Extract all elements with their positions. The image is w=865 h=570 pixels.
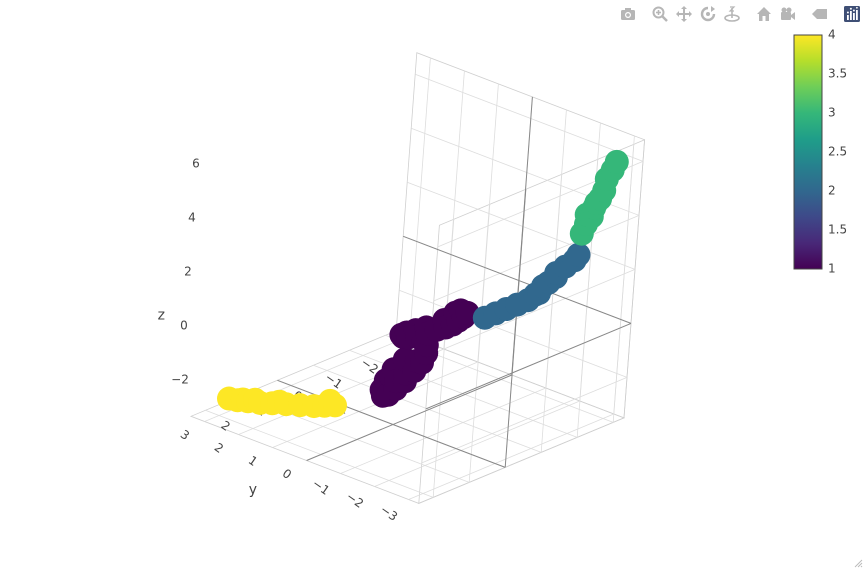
orbit-rotation-icon	[700, 6, 716, 22]
pan-button[interactable]	[673, 4, 695, 24]
orbit-rotation-button[interactable]	[697, 4, 719, 24]
grid-lines	[204, 57, 644, 500]
pan-icon	[676, 6, 692, 22]
y-tick-label: −1	[310, 476, 333, 498]
zero-line-y	[306, 374, 512, 461]
z-tick-label: 6	[192, 156, 200, 170]
colorbar-tick-label: 2.5	[828, 145, 847, 159]
colorbar: 1 1.5 2 2.5 3 3.5 4	[793, 28, 847, 276]
z-tick-label: −2	[171, 372, 189, 386]
grid-line-y	[340, 387, 546, 474]
zero-line-z	[403, 235, 632, 324]
colorbar-tick-label: 3.5	[828, 67, 847, 81]
grid-line-z	[433, 215, 640, 302]
grid-line-y	[443, 70, 465, 350]
colorbar-tick-label: 1	[828, 262, 836, 276]
resize-grip-icon[interactable]	[853, 558, 863, 568]
colorbar-tick-label: 1.5	[828, 223, 847, 237]
hover-icon	[812, 9, 827, 19]
camera-button[interactable]	[617, 4, 639, 24]
grid-line-z	[415, 73, 644, 162]
data-point-series-3[interactable]	[604, 149, 629, 174]
y-tick-label: 0	[280, 466, 294, 482]
y-tick-label: 3	[178, 427, 192, 443]
y-tick-label: 2	[212, 440, 226, 456]
grid-line-z	[421, 377, 628, 464]
grid-line-x	[313, 364, 542, 453]
x-tick-label: −1	[322, 370, 345, 392]
camera-icon	[621, 8, 635, 20]
camera-view-icon	[781, 7, 795, 20]
grid-line-z	[429, 269, 636, 356]
grid-line-y	[374, 400, 580, 487]
zoom-icon	[652, 6, 668, 22]
z-tick-label: 0	[180, 318, 188, 332]
z-tick-label: 2	[184, 264, 192, 278]
y-tick-label: 1	[246, 453, 260, 469]
grid-line-z	[399, 289, 628, 378]
grid-line-y	[408, 413, 614, 500]
axis-planes	[189, 52, 646, 505]
grid-line-y	[613, 135, 635, 415]
modebar	[615, 4, 863, 24]
turntable-rotation-button[interactable]	[721, 4, 743, 24]
grid-line-y	[579, 122, 601, 402]
colorbar-tick-label: 4	[828, 28, 836, 42]
home-button[interactable]	[753, 4, 775, 24]
z-tick-label: 4	[188, 210, 196, 224]
y-axis-title: y	[249, 482, 257, 498]
plotly-logo-icon	[844, 6, 860, 22]
colorbar-gradient	[793, 34, 823, 270]
axis-plane	[189, 330, 626, 504]
plotly-logo-button[interactable]	[841, 4, 863, 24]
data-point-series-2[interactable]	[566, 242, 591, 267]
hover-button[interactable]	[809, 4, 831, 24]
zero-line-z	[425, 322, 632, 410]
grid-line-y	[409, 57, 431, 337]
colorbar-tick-label: 3	[828, 106, 836, 120]
grid-line-y	[545, 109, 567, 389]
y-tick-label: −3	[378, 502, 401, 524]
camera-view-button[interactable]	[777, 4, 799, 24]
grid-line-z	[407, 181, 636, 270]
zoom-button[interactable]	[649, 4, 671, 24]
turntable-rotation-icon	[724, 6, 740, 22]
data-markers[interactable]	[217, 149, 629, 419]
zero-line-y	[511, 96, 533, 376]
grid-line-x	[205, 409, 434, 498]
y-tick-label: −2	[344, 489, 367, 511]
home-icon	[757, 7, 771, 21]
z-axis-title: z	[158, 307, 165, 323]
data-point-series-4[interactable]	[323, 393, 347, 418]
colorbar-tick-label: 2	[828, 184, 836, 198]
